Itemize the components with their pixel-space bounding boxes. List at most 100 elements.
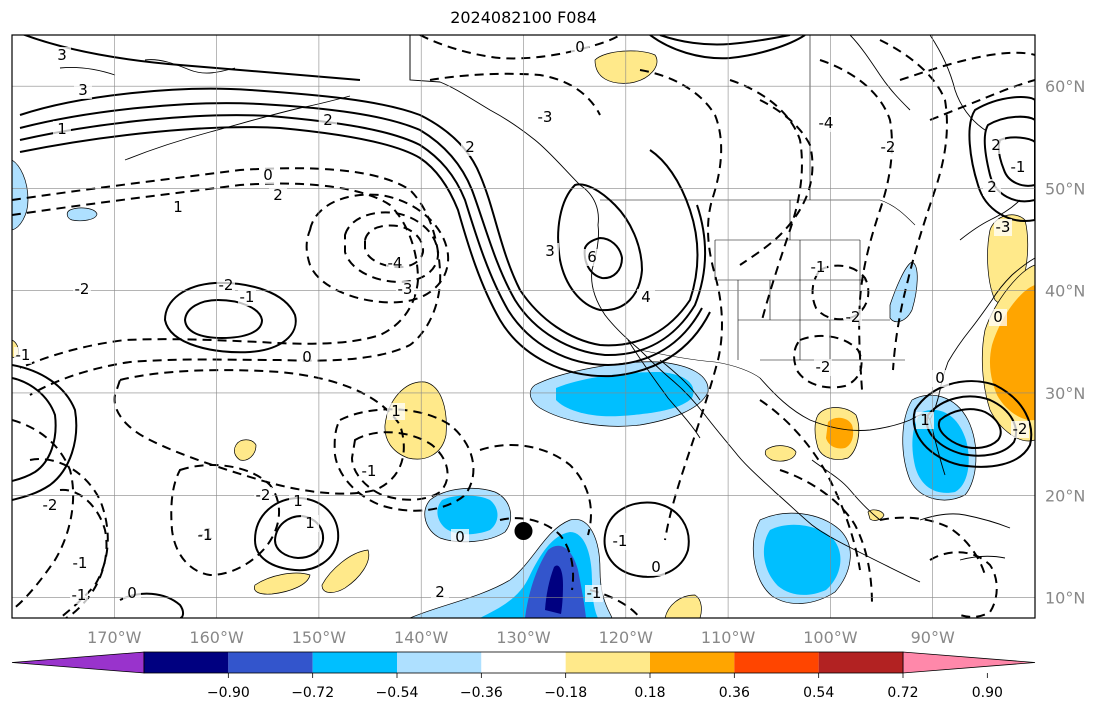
contour-label: 1: [391, 402, 401, 420]
colorbar-tick-label: −0.36: [460, 685, 503, 701]
contour-label-bg: [254, 487, 272, 504]
contour-label-bg: [916, 412, 934, 429]
coastline-east-coast: [947, 199, 1035, 363]
lat-tick-label: 50°N: [1045, 179, 1085, 198]
contour-dashed: [12, 167, 442, 396]
contour-solid: [968, 96, 1035, 222]
contour-label-bg: [301, 515, 319, 532]
border-alaska-yukon: [409, 35, 811, 200]
contour-label-bg: [536, 109, 554, 126]
contour-label: -1: [362, 462, 377, 480]
contour-label: 0: [302, 348, 312, 366]
contour-solid: [583, 236, 624, 280]
contour-label: -1: [240, 288, 255, 306]
contour-solid: [19, 102, 706, 357]
contour-label-bg: [73, 281, 91, 298]
contour-label: 2: [435, 583, 445, 601]
contour-label: 1: [920, 411, 930, 429]
contour-label-bg: [238, 289, 256, 306]
contour-solid: [983, 115, 1035, 203]
contour-solid: [253, 496, 340, 572]
contour-label: 0: [455, 528, 465, 546]
coastline-layer: [59, 35, 1035, 583]
lon-tick-label: 150°W: [292, 628, 347, 647]
shading-negative-patch: [556, 372, 694, 417]
contour-label: -1: [811, 258, 826, 276]
contour-label-bg: [879, 139, 897, 156]
contour-label-bg: [123, 585, 141, 602]
colorbar-swatch: [228, 652, 313, 673]
contour-dashed: [479, 444, 592, 536]
shading-positive-patch: [867, 509, 885, 521]
contour-label: -2: [75, 280, 90, 298]
contour-label-bg: [451, 529, 469, 546]
latitude-tick-labels: 60°N 50°N 40°N 30°N 20°N 10°N: [1045, 77, 1085, 607]
contour-solid: [997, 136, 1035, 187]
contour-label-bg: [1009, 159, 1027, 176]
contour-label: 3: [78, 81, 88, 99]
contour-label-bg: [809, 259, 827, 276]
contour-label-bg: [983, 179, 1001, 196]
map-frame: [11, 34, 1036, 619]
shading-negative-patch: [912, 409, 969, 493]
contour-label: 6: [587, 248, 597, 266]
contour-label: -4: [819, 114, 834, 132]
contour-solid: [21, 35, 361, 81]
shading-positive-patch: [234, 439, 257, 461]
contour-label-bg: [817, 115, 835, 132]
contour-label-bg: [319, 112, 337, 129]
contour-label-bg: [571, 39, 589, 56]
coastline-aleutians: [59, 59, 351, 161]
contour-solid: [603, 501, 690, 578]
contour-label-bg: [583, 249, 601, 266]
contour-label-bg: [70, 587, 88, 604]
shading-negative-patch: [545, 565, 563, 614]
contour-label: -2: [43, 496, 58, 514]
contour-label: 1: [173, 198, 183, 216]
contour-label: -4: [388, 254, 403, 272]
contour-dashed: [793, 334, 863, 389]
contour-label: 3: [545, 242, 555, 260]
shading-negative-patch: [437, 495, 498, 535]
contour-label: 3: [57, 46, 67, 64]
contour-dashed: [899, 51, 1035, 81]
colorbar-tick-label: 0.18: [634, 685, 665, 701]
contour-label: 2: [991, 136, 1001, 154]
contour-label-bg: [217, 277, 235, 294]
border-layer: [409, 35, 916, 379]
contour-dashed: [759, 399, 861, 571]
contour-label-bg: [71, 555, 89, 572]
colorbar-swatch: [734, 652, 819, 673]
colorbar-tick-label: −0.18: [544, 685, 587, 701]
colorbar: −0.90 −0.72 −0.54 −0.36 −0.18 0.18 0.36 0.54 0.7…: [11, 651, 1036, 701]
contour-label-bg: [541, 243, 559, 260]
contour-dashed: [729, 79, 803, 321]
contour-dashed: [819, 59, 893, 391]
contour-label-bg: [298, 349, 316, 366]
contour-solid: [163, 281, 297, 354]
shading-positive-patch: [989, 285, 1035, 421]
contour-label-bg: [814, 359, 832, 376]
contour-solid: [659, 35, 791, 46]
contour-label-bg: [431, 584, 449, 601]
shading-positive-patch: [664, 594, 702, 618]
border-us-canada: [600, 199, 916, 226]
lat-tick-label: 30°N: [1045, 384, 1085, 403]
lat-tick-label: 10°N: [1045, 589, 1085, 608]
shaded-anomaly-layer: [12, 50, 1035, 618]
positive-contours: [12, 35, 1035, 618]
colorbar-swatch: [397, 652, 482, 673]
shading-positive-patch: [254, 572, 311, 595]
colorbar-tick-label: 0.72: [887, 685, 918, 701]
shading-negative-patch: [763, 524, 841, 595]
lon-tick-label: 120°W: [599, 628, 654, 647]
colorbar-swatch: [565, 652, 650, 673]
contour-dashed: [12, 419, 75, 611]
contour-label: -2: [256, 486, 271, 504]
shading-positive-patch: [384, 381, 447, 460]
coastline-west-coast: [591, 224, 921, 583]
contour-label-bg: [269, 187, 287, 204]
contour-label: -2: [219, 276, 234, 294]
contour-label: -1: [613, 532, 628, 550]
